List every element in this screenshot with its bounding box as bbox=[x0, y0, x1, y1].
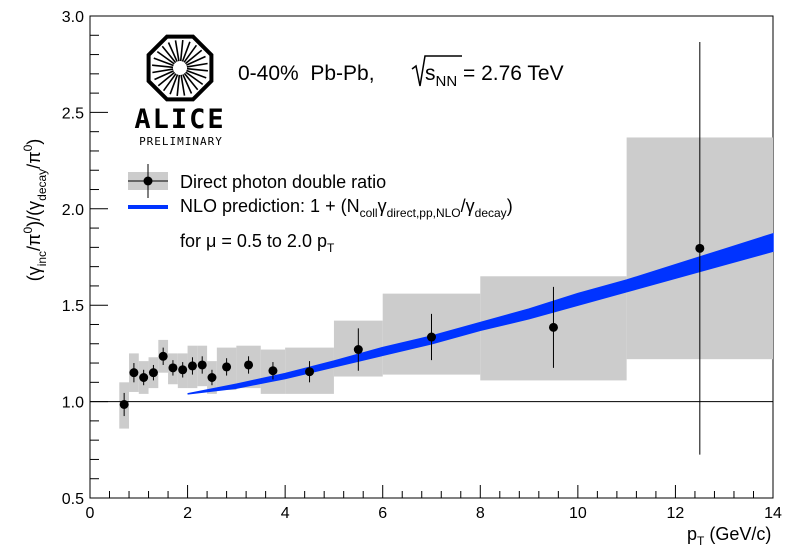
y-tick-label: 2.5 bbox=[62, 105, 84, 122]
logo-ray bbox=[167, 42, 178, 62]
logo-ray bbox=[176, 74, 181, 96]
logo-ray bbox=[185, 71, 204, 86]
data-point bbox=[548, 322, 558, 332]
y-tick-label: 0.5 bbox=[62, 491, 84, 508]
logo-ray bbox=[184, 49, 203, 65]
x-tick-label: 0 bbox=[86, 505, 95, 522]
logo-ray bbox=[156, 50, 175, 65]
data-point bbox=[158, 351, 168, 361]
data-point bbox=[168, 363, 178, 373]
sqrt-symbol bbox=[411, 55, 462, 87]
x-tick-label: 2 bbox=[183, 505, 192, 522]
logo-ray bbox=[186, 67, 208, 72]
data-points bbox=[119, 42, 705, 455]
logo-ray bbox=[174, 40, 180, 62]
nlo-band bbox=[187, 232, 774, 395]
y-tick-label: 2.0 bbox=[62, 202, 84, 219]
alice-logo-subtitle: PRELIMINARY bbox=[139, 135, 223, 148]
legend-data-label: Direct photon double ratio bbox=[180, 172, 386, 192]
alice-logo-name: ALICE bbox=[134, 104, 225, 135]
x-tick-label: 8 bbox=[476, 505, 485, 522]
data-point bbox=[305, 367, 315, 377]
legend-nlo-label2: for μ = 0.5 to 2.0 pT bbox=[180, 231, 335, 255]
energy-label: sNN = 2.76 TeV bbox=[411, 55, 564, 90]
legend-nlo-label: NLO prediction: 1 + (Ncollγdirect,pp,NLO… bbox=[180, 196, 513, 220]
alice-logo-emblem bbox=[146, 34, 214, 102]
x-tick-label: 14 bbox=[764, 505, 782, 522]
x-tick-label: 10 bbox=[569, 505, 587, 522]
logo-ray bbox=[183, 44, 198, 63]
logo-ray bbox=[152, 64, 174, 69]
data-point bbox=[178, 365, 188, 375]
data-point bbox=[197, 360, 207, 370]
logo-ray bbox=[152, 68, 174, 74]
data-point bbox=[244, 360, 254, 370]
logo-ray bbox=[180, 74, 186, 96]
nlo-band-group bbox=[187, 232, 774, 395]
logo-ray bbox=[153, 57, 174, 67]
x-tick-label: 6 bbox=[378, 505, 387, 522]
logo-ray bbox=[157, 71, 176, 87]
alice-logo: ALICE PRELIMINARY bbox=[134, 34, 225, 148]
data-point bbox=[187, 361, 197, 371]
logo-ray bbox=[182, 74, 193, 94]
y-tick-label: 1.0 bbox=[62, 395, 84, 412]
data-point bbox=[129, 368, 139, 378]
data-point bbox=[148, 368, 158, 378]
data-point bbox=[353, 345, 363, 355]
data-point bbox=[207, 373, 217, 382]
logo-ray bbox=[186, 62, 208, 68]
logo-ray bbox=[181, 41, 191, 62]
logo-ray bbox=[161, 45, 177, 64]
data-point bbox=[139, 373, 149, 382]
legend: Direct photon double ratio NLO predictio… bbox=[128, 164, 513, 255]
data-point bbox=[427, 332, 436, 342]
data-point bbox=[695, 243, 705, 253]
y-axis-title: (γinc/π0)/(γdecay/π0) bbox=[21, 139, 49, 282]
logo-ray bbox=[169, 74, 179, 95]
data-point bbox=[268, 366, 278, 376]
energy-label-text: sNN = 2.76 TeV bbox=[425, 62, 564, 90]
logo-ray bbox=[154, 70, 174, 81]
logo-ray bbox=[183, 72, 199, 91]
logo-ray bbox=[162, 73, 177, 92]
system-label: 0-40% Pb-Pb, bbox=[238, 62, 380, 85]
legend-data-marker-point bbox=[143, 176, 153, 186]
x-tick-label: 12 bbox=[667, 505, 685, 522]
y-tick-label: 3.0 bbox=[62, 9, 84, 26]
logo-octagon bbox=[146, 34, 214, 102]
data-point bbox=[119, 399, 129, 409]
logo-ray bbox=[179, 40, 184, 62]
y-tick-label: 1.5 bbox=[62, 298, 84, 315]
x-tick-label: 4 bbox=[281, 505, 290, 522]
data-point bbox=[222, 362, 232, 372]
logo-ray bbox=[186, 55, 206, 66]
axes: 0 2 4 6 8 10 12 14 0.5 1.0 1.5 2.0 2.5 3.0 bbox=[62, 9, 782, 522]
x-axis-title: pT (GeV/c) bbox=[687, 524, 771, 548]
logo-ray bbox=[186, 69, 207, 79]
